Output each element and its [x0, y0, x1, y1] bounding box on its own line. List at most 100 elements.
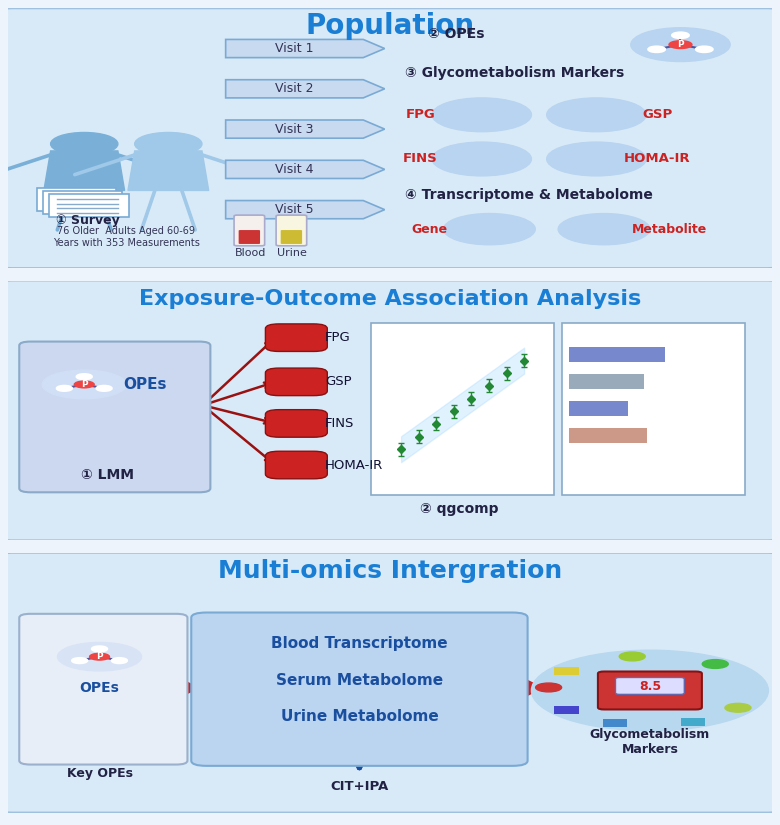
- Circle shape: [531, 650, 768, 731]
- Circle shape: [72, 658, 87, 663]
- FancyBboxPatch shape: [569, 375, 644, 389]
- FancyBboxPatch shape: [569, 347, 665, 362]
- FancyBboxPatch shape: [239, 230, 260, 244]
- Text: Visit 1: Visit 1: [275, 42, 314, 55]
- Text: ④ Transcriptome & Metabolome: ④ Transcriptome & Metabolome: [406, 188, 653, 202]
- Polygon shape: [225, 160, 385, 178]
- FancyBboxPatch shape: [20, 614, 187, 765]
- Circle shape: [444, 214, 535, 245]
- Text: Serum Metabolome: Serum Metabolome: [276, 672, 443, 687]
- Text: ① LMM: ① LMM: [80, 469, 133, 483]
- Text: Urine: Urine: [277, 248, 307, 257]
- Text: Gene: Gene: [412, 223, 448, 236]
- Text: OPEs: OPEs: [80, 681, 119, 695]
- Text: P: P: [96, 653, 103, 661]
- Text: Population: Population: [306, 12, 474, 40]
- Circle shape: [42, 370, 126, 398]
- Circle shape: [432, 142, 531, 176]
- Text: ② qgcomp: ② qgcomp: [420, 502, 498, 516]
- Circle shape: [669, 40, 692, 49]
- Text: Visit 4: Visit 4: [275, 163, 314, 176]
- FancyBboxPatch shape: [569, 401, 629, 416]
- Text: P: P: [677, 40, 684, 50]
- FancyBboxPatch shape: [191, 612, 527, 766]
- Text: Visit 2: Visit 2: [275, 82, 314, 96]
- Text: Key OPEs: Key OPEs: [66, 767, 133, 780]
- Circle shape: [92, 646, 107, 652]
- Text: 76 Older  Adults Aged 60-69
Years with 353 Measurements: 76 Older Adults Aged 60-69 Years with 35…: [53, 226, 200, 248]
- Text: Urine Metabolome: Urine Metabolome: [281, 709, 438, 724]
- Circle shape: [57, 386, 72, 391]
- Text: OPEs: OPEs: [124, 377, 167, 392]
- Circle shape: [90, 653, 109, 660]
- Text: ② OPEs: ② OPEs: [428, 27, 484, 41]
- Circle shape: [547, 142, 646, 176]
- Text: ③ Glycometabolism Markers: ③ Glycometabolism Markers: [406, 66, 625, 80]
- Text: HOMA-IR: HOMA-IR: [325, 459, 383, 472]
- Text: Exposure-Outcome Association Analysis: Exposure-Outcome Association Analysis: [139, 289, 641, 309]
- FancyBboxPatch shape: [37, 188, 116, 211]
- Text: GSP: GSP: [325, 375, 352, 389]
- FancyBboxPatch shape: [265, 410, 328, 437]
- Text: Multi-omics Intergration: Multi-omics Intergration: [218, 559, 562, 583]
- Circle shape: [74, 381, 94, 388]
- Circle shape: [672, 32, 689, 38]
- Text: P: P: [81, 380, 87, 389]
- FancyBboxPatch shape: [598, 672, 702, 710]
- FancyBboxPatch shape: [555, 667, 579, 675]
- FancyBboxPatch shape: [569, 428, 647, 443]
- FancyBboxPatch shape: [43, 191, 122, 214]
- Text: Blood: Blood: [235, 248, 266, 257]
- Polygon shape: [44, 151, 125, 191]
- Text: FPG: FPG: [325, 331, 351, 344]
- Text: FPG: FPG: [406, 108, 435, 121]
- Circle shape: [536, 683, 562, 692]
- FancyBboxPatch shape: [20, 342, 211, 493]
- FancyBboxPatch shape: [234, 215, 264, 246]
- Text: Visit 3: Visit 3: [275, 123, 314, 135]
- FancyBboxPatch shape: [562, 323, 746, 495]
- FancyBboxPatch shape: [4, 280, 776, 540]
- Text: Metabolite: Metabolite: [631, 223, 707, 236]
- Circle shape: [58, 643, 142, 671]
- Text: FINS: FINS: [403, 153, 438, 166]
- Circle shape: [432, 98, 531, 132]
- FancyBboxPatch shape: [603, 719, 627, 727]
- FancyBboxPatch shape: [4, 8, 776, 268]
- FancyBboxPatch shape: [371, 323, 555, 495]
- Circle shape: [631, 28, 730, 62]
- Text: 8.5: 8.5: [639, 680, 661, 692]
- FancyBboxPatch shape: [281, 230, 302, 244]
- Polygon shape: [225, 200, 385, 219]
- FancyBboxPatch shape: [681, 718, 705, 726]
- Circle shape: [696, 46, 713, 52]
- FancyBboxPatch shape: [276, 215, 307, 246]
- Text: Visit 5: Visit 5: [275, 203, 314, 216]
- Text: CIT+IPA: CIT+IPA: [330, 780, 388, 793]
- Circle shape: [702, 660, 729, 668]
- Circle shape: [51, 133, 118, 155]
- Circle shape: [97, 386, 112, 391]
- Text: Blood Transcriptome: Blood Transcriptome: [271, 636, 448, 651]
- Circle shape: [558, 214, 650, 245]
- FancyBboxPatch shape: [265, 368, 328, 396]
- Text: FINS: FINS: [325, 417, 354, 430]
- Circle shape: [76, 374, 92, 380]
- Text: ① Survey: ① Survey: [56, 214, 120, 227]
- Text: Glycometabolism
Markers: Glycometabolism Markers: [590, 728, 710, 757]
- FancyBboxPatch shape: [265, 451, 328, 478]
- FancyBboxPatch shape: [4, 553, 776, 813]
- Circle shape: [725, 704, 751, 712]
- Polygon shape: [225, 120, 385, 138]
- FancyBboxPatch shape: [555, 706, 579, 714]
- Circle shape: [648, 46, 665, 52]
- Circle shape: [547, 98, 646, 132]
- Text: GSP: GSP: [643, 108, 672, 121]
- Circle shape: [619, 652, 645, 661]
- FancyBboxPatch shape: [265, 324, 328, 351]
- Polygon shape: [225, 40, 385, 58]
- FancyBboxPatch shape: [49, 194, 129, 217]
- Circle shape: [135, 133, 202, 155]
- Text: HOMA-IR: HOMA-IR: [624, 153, 691, 166]
- FancyBboxPatch shape: [615, 677, 684, 695]
